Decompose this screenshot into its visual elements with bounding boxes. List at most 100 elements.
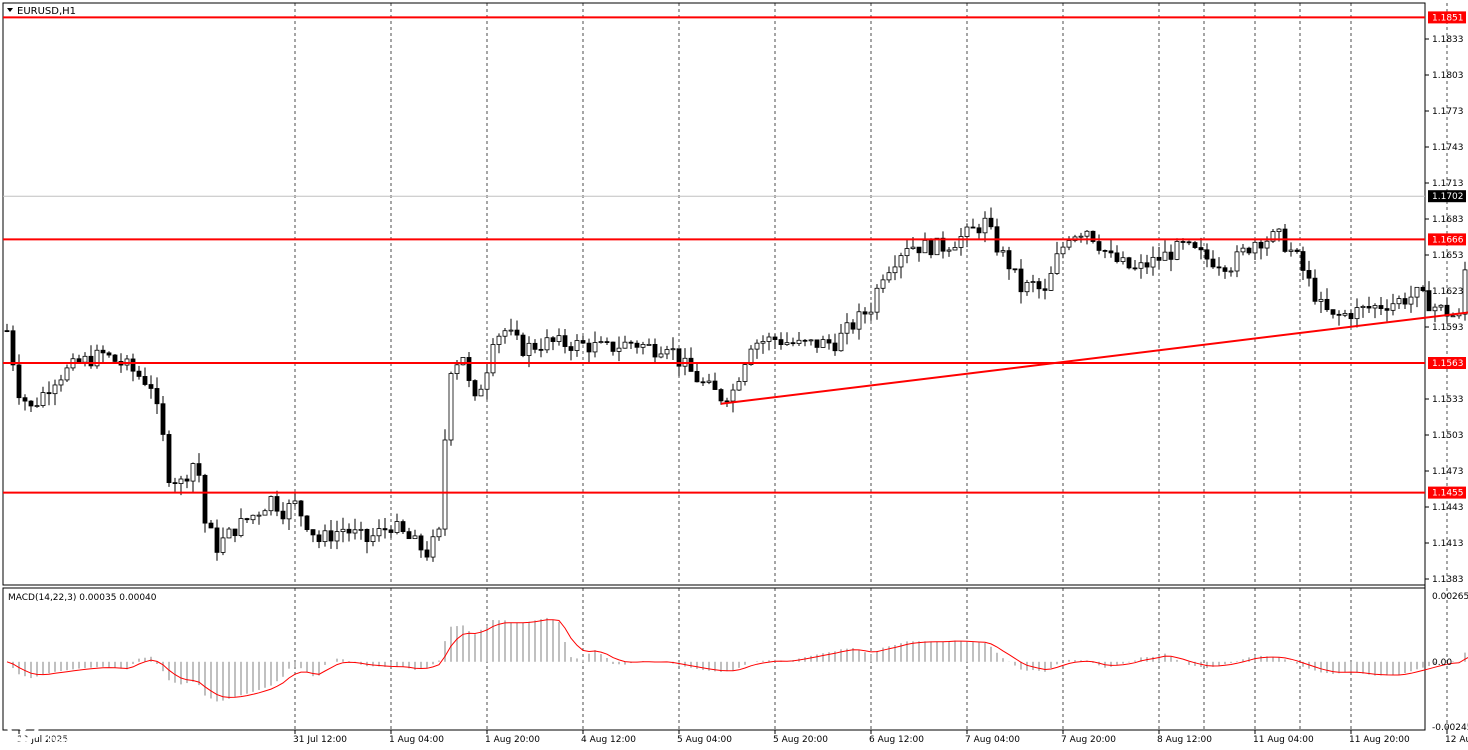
candle-body	[676, 348, 682, 367]
candle-body	[76, 358, 82, 363]
candle-body	[214, 527, 220, 553]
candle-body	[1342, 313, 1348, 316]
candle-body	[1036, 281, 1042, 290]
candle-body	[526, 342, 532, 356]
level-price-tag	[1428, 233, 1466, 246]
candle-body	[460, 357, 466, 366]
candle-body	[244, 518, 250, 521]
candle-body	[1396, 298, 1402, 305]
candle-body	[568, 346, 574, 351]
chevron-down-icon[interactable]	[7, 8, 13, 12]
candle-body	[178, 478, 184, 484]
candle-body	[1294, 249, 1300, 252]
candle-body	[160, 403, 166, 435]
candle-body	[268, 496, 274, 512]
candle-body	[808, 339, 814, 342]
price-tick-label: 1.1833	[1432, 35, 1464, 45]
indicator-panel-frame	[2, 587, 1426, 731]
candle-body	[1390, 303, 1396, 311]
macd-histogram	[12, 617, 1466, 702]
candle-body	[340, 528, 346, 533]
candle-body	[736, 381, 742, 391]
candle-body	[724, 400, 730, 403]
candle-body	[1270, 231, 1276, 242]
candle-body	[394, 521, 400, 533]
chart-frames	[2, 2, 1426, 731]
candle-body	[1360, 305, 1366, 308]
candle-body	[106, 352, 112, 356]
candle-body	[418, 535, 424, 551]
candle-body	[1462, 269, 1468, 315]
candle-body	[286, 503, 292, 520]
candle-body	[940, 237, 946, 252]
candle-body	[1306, 270, 1312, 279]
time-tick-label: 11 Aug 20:00	[1349, 735, 1410, 745]
instaforex-logo-icon	[6, 709, 40, 743]
candle-body	[970, 226, 976, 229]
candle-body	[334, 531, 340, 542]
candle-body	[1138, 262, 1144, 269]
candle-body	[502, 330, 508, 337]
candle-body	[430, 536, 436, 558]
candle-body	[190, 463, 196, 482]
candle-body	[658, 353, 664, 358]
candle-body	[1426, 290, 1432, 312]
candle-body	[1192, 242, 1198, 248]
candle-body	[472, 380, 478, 397]
level-price-label: 1.1455	[1432, 489, 1464, 499]
candle-body	[706, 380, 712, 383]
candle-body	[580, 340, 586, 344]
macd-signal-path	[6, 619, 1468, 698]
candle-body	[688, 357, 694, 372]
price-tick-label: 1.1653	[1432, 251, 1464, 261]
candle-body	[712, 380, 718, 390]
candle-body	[988, 217, 994, 228]
candle-body	[496, 335, 502, 345]
candle-body	[1246, 247, 1252, 254]
trendline[interactable]	[720, 275, 1468, 405]
candle-body	[826, 339, 832, 344]
candle-body	[142, 376, 148, 385]
candle-body	[1414, 286, 1420, 298]
candle-body	[34, 405, 40, 407]
candle-body	[448, 373, 454, 441]
candle-body	[952, 247, 958, 251]
price-tick-label: 1.1743	[1432, 143, 1464, 153]
level-price-label: 1.1666	[1432, 235, 1464, 245]
candle-body	[1018, 268, 1024, 293]
candle-body	[1090, 230, 1096, 242]
time-tick-label: 7 Aug 20:00	[1061, 735, 1116, 745]
candle-body	[646, 343, 652, 346]
candle-body	[1318, 298, 1324, 302]
time-tick-label: 11 Aug 04:00	[1253, 735, 1314, 745]
candle-body	[40, 392, 46, 406]
candle-body	[1258, 241, 1264, 249]
macd-label: MACD(14,22,3) 0.00035 0.00040	[8, 593, 157, 603]
candle-body	[862, 311, 868, 315]
candle-body	[1042, 288, 1048, 291]
candle-body	[1312, 277, 1318, 302]
candlestick-series	[3, 195, 1468, 562]
candle-body	[88, 355, 94, 367]
candle-body	[844, 322, 850, 334]
candle-body	[766, 336, 772, 342]
candle-body	[604, 341, 610, 343]
price-tick-label: 1.1503	[1432, 431, 1464, 441]
candle-body	[196, 463, 202, 476]
candle-body	[322, 530, 328, 543]
candle-body	[850, 322, 856, 330]
candle-body	[1402, 298, 1408, 305]
candle-body	[136, 370, 142, 377]
candle-body	[694, 371, 700, 383]
candle-body	[436, 528, 442, 538]
time-tick-label: 8 Aug 12:00	[1157, 735, 1212, 745]
candle-body	[412, 535, 418, 540]
candle-body	[1024, 282, 1030, 293]
candle-body	[1234, 251, 1240, 272]
candle-body	[64, 367, 70, 381]
candle-body	[556, 335, 562, 342]
candle-body	[1276, 228, 1282, 233]
candle-body	[1438, 304, 1444, 308]
price-tick-label: 1.1713	[1432, 179, 1464, 189]
